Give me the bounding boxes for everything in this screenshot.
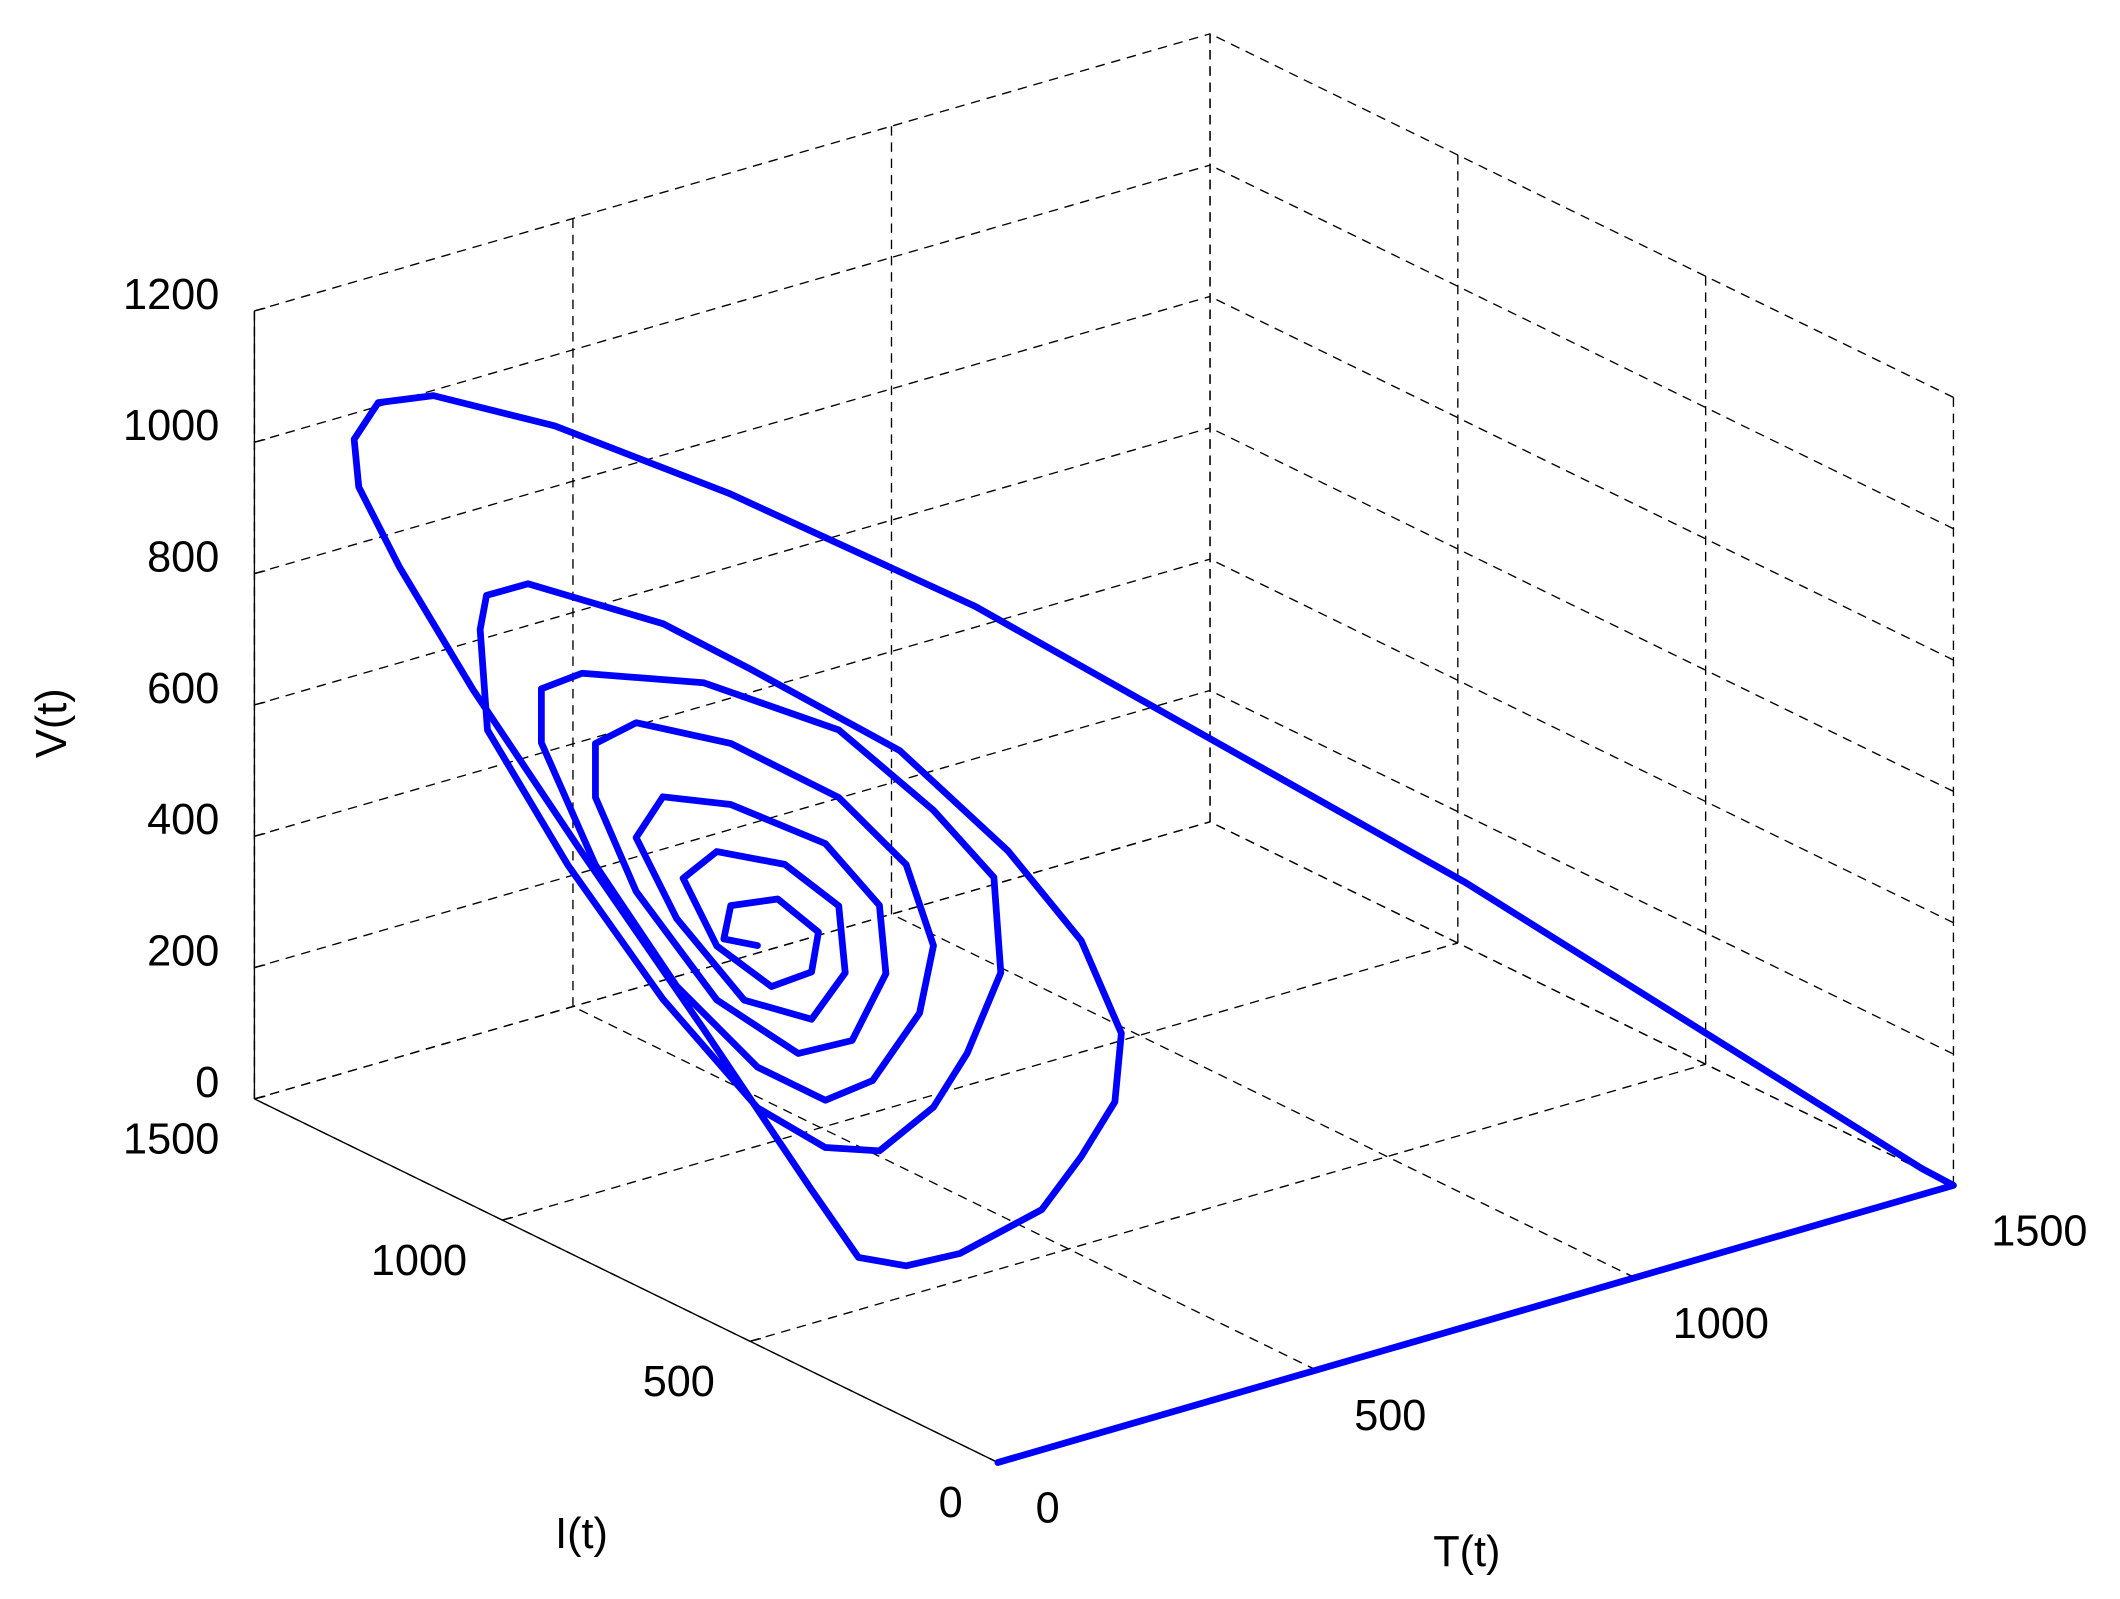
- y-axis-label: I(t): [555, 1510, 608, 1558]
- y-tick-label: 0: [939, 1479, 963, 1527]
- y-axis: [254, 1098, 999, 1464]
- y-tick-label: 1500: [123, 1116, 219, 1164]
- grid-line: [1209, 33, 1954, 398]
- z-tick: [254, 570, 266, 575]
- z-tick: [254, 832, 266, 837]
- z-tick-label: 1000: [123, 402, 219, 450]
- grid-line: [254, 33, 1211, 312]
- x-tick-label: 1000: [1673, 1300, 1769, 1348]
- grid-line: [572, 1005, 1317, 1371]
- z-tick-label: 800: [147, 533, 219, 581]
- x-tick-label: 0: [1036, 1485, 1060, 1533]
- grid-line: [1209, 295, 1954, 661]
- x-tick-label: 1500: [1991, 1207, 2087, 1255]
- z-tick: [254, 438, 266, 443]
- z-axis-label: V(t): [28, 688, 76, 758]
- trajectory: [350, 392, 1957, 1466]
- y-tick-label: 1000: [371, 1237, 467, 1285]
- grid-line: [891, 913, 1636, 1279]
- grid-line: [502, 942, 1459, 1221]
- z-tick-label: 0: [195, 1059, 219, 1107]
- grid-line: [254, 558, 1211, 837]
- y-tick: [749, 1337, 761, 1342]
- grid-line: [254, 427, 1211, 706]
- z-tick-label: 400: [147, 796, 219, 844]
- x-axis-label: T(t): [1433, 1528, 1500, 1576]
- grid-line: [749, 1063, 1706, 1342]
- grid-line: [1209, 558, 1954, 924]
- z-tick: [254, 701, 266, 706]
- grid-line: [1209, 427, 1954, 792]
- z-tick-label: 200: [147, 927, 219, 975]
- z-tick: [254, 307, 266, 312]
- y-tick: [502, 1216, 514, 1221]
- grid-line: [1209, 821, 1954, 1187]
- z-tick-label: 1200: [123, 271, 219, 319]
- z-tick: [254, 1095, 266, 1100]
- grid-line: [254, 295, 1211, 575]
- z-tick: [254, 964, 266, 969]
- grid-line: [254, 689, 1211, 969]
- z-tick-label: 600: [147, 665, 219, 713]
- grid-line: [1209, 689, 1954, 1055]
- grid-line: [1209, 164, 1954, 530]
- y-tick-label: 500: [643, 1358, 715, 1406]
- x-tick-label: 500: [1354, 1392, 1426, 1440]
- grid-line: [254, 821, 1211, 1100]
